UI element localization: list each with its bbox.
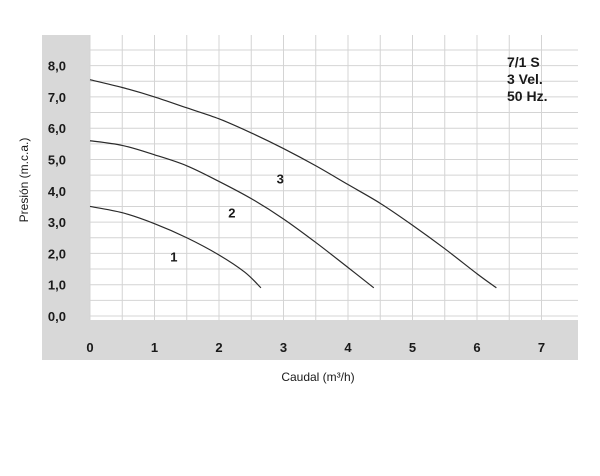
y-tick-label: 2,0 bbox=[48, 246, 66, 261]
y-tick-label: 0,0 bbox=[48, 309, 66, 324]
y-tick-label: 7,0 bbox=[48, 90, 66, 105]
y-tick-label: 8,0 bbox=[48, 59, 66, 74]
annotation-line: 50 Hz. bbox=[507, 88, 547, 104]
plot-area bbox=[90, 35, 578, 320]
curves bbox=[89, 79, 497, 289]
x-tick-label: 1 bbox=[151, 340, 158, 355]
curve-labels: 1 2 3 bbox=[170, 171, 284, 264]
y-tick-label: 5,0 bbox=[48, 153, 66, 168]
y-tick-label: 1,0 bbox=[48, 278, 66, 293]
curve-label-2: 2 bbox=[228, 206, 235, 221]
curve-1 bbox=[89, 205, 262, 289]
curve-label-1: 1 bbox=[170, 250, 177, 265]
x-tick-label: 5 bbox=[409, 340, 416, 355]
x-axis-ticks: 0 1 2 3 4 5 6 7 bbox=[86, 340, 545, 355]
x-tick-label: 4 bbox=[344, 340, 352, 355]
annotation-line: 7/1 S bbox=[507, 54, 540, 70]
curve-3 bbox=[89, 79, 497, 289]
y-axis-ticks: 0,0 1,0 2,0 3,0 4,0 5,0 6,0 7,0 8,0 bbox=[48, 59, 66, 324]
y-tick-label: 4,0 bbox=[48, 184, 66, 199]
x-tick-label: 7 bbox=[538, 340, 545, 355]
curve-label-3: 3 bbox=[277, 171, 284, 186]
annotation-line: 3 Vel. bbox=[507, 71, 543, 87]
x-tick-label: 0 bbox=[86, 340, 93, 355]
x-axis-title: Caudal (m³/h) bbox=[281, 370, 354, 384]
grid bbox=[89, 35, 578, 320]
y-tick-label: 3,0 bbox=[48, 215, 66, 230]
x-tick-label: 2 bbox=[215, 340, 222, 355]
model-annotation: 7/1 S3 Vel.50 Hz. bbox=[507, 54, 547, 104]
x-tick-label: 3 bbox=[280, 340, 287, 355]
curve-2 bbox=[89, 140, 375, 289]
y-axis-title: Presión (m.c.a.) bbox=[17, 138, 31, 223]
y-tick-label: 6,0 bbox=[48, 121, 66, 136]
x-tick-label: 6 bbox=[473, 340, 480, 355]
